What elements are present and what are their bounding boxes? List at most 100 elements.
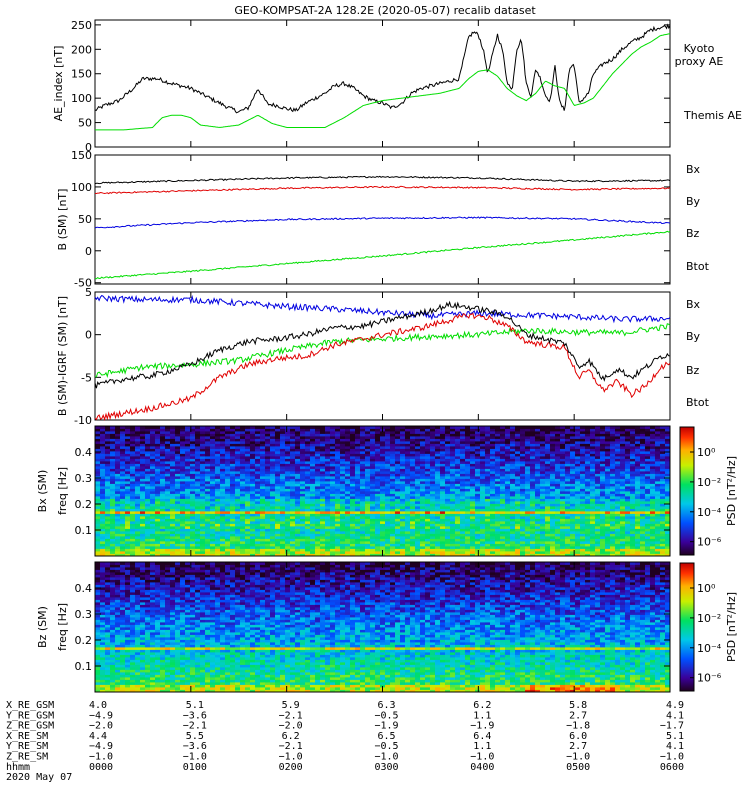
spectrogram-cell — [440, 526, 446, 529]
spectrogram-cell — [150, 468, 156, 472]
spectrogram-cell — [435, 518, 441, 522]
spectrogram-cell — [105, 438, 111, 442]
spectrogram-cell — [530, 461, 536, 464]
spectrogram-cell — [120, 433, 126, 437]
spectrogram-cell — [520, 493, 526, 497]
spectrogram-cell — [335, 523, 341, 527]
spectrogram-cell — [115, 468, 121, 472]
spectrogram-cell — [535, 486, 541, 489]
spectrogram-cell — [255, 508, 261, 512]
spectrogram-cell — [555, 513, 561, 517]
spectrogram-cell — [420, 493, 426, 497]
spectrogram-cell — [555, 453, 561, 457]
spectrogram-cell — [120, 453, 126, 457]
spectrogram-cell — [405, 478, 411, 482]
spectrogram-cell — [400, 498, 406, 502]
spectrogram-cell — [235, 498, 241, 502]
spectrogram-cell — [380, 493, 386, 497]
spectrogram-cell — [330, 523, 336, 527]
spectrogram-cell — [365, 478, 371, 482]
spectrogram-cell — [535, 516, 541, 519]
spectrogram-cell — [495, 463, 501, 467]
spectrogram-cell — [360, 453, 366, 457]
spectrogram-cell — [185, 516, 191, 519]
spectrogram-cell — [460, 476, 466, 479]
spectrogram-cell — [180, 431, 186, 434]
spectrogram-cell — [270, 496, 276, 499]
spectrogram-cell — [225, 516, 231, 519]
spectrogram-cell — [320, 503, 326, 507]
spectrogram-cell — [420, 443, 426, 447]
spectrogram-cell — [465, 521, 471, 524]
spectrogram-cell — [320, 498, 326, 502]
spectrogram-cell — [450, 461, 456, 464]
spectrogram-cell — [175, 443, 181, 447]
spectrogram-cell — [245, 448, 251, 452]
spectrogram-cell — [510, 506, 516, 509]
spectrogram-cell — [480, 463, 486, 467]
spectrogram-cell — [425, 493, 431, 497]
spectrogram-cell — [535, 528, 541, 532]
spectrogram-cell — [95, 473, 101, 477]
spectrogram-cell — [425, 451, 431, 454]
spectrogram-cell — [195, 426, 201, 429]
spectrogram-cell — [230, 463, 236, 467]
spectrogram-cell — [350, 491, 356, 494]
spectrogram-cell — [365, 491, 371, 494]
spectrogram-cell — [545, 528, 551, 532]
spectrogram-cell — [115, 536, 121, 539]
spectrogram-cell — [280, 548, 286, 552]
spectrogram-cell — [255, 501, 261, 504]
spectrogram-cell — [495, 521, 501, 524]
spectrogram-cell — [285, 481, 291, 484]
spectrogram-cell — [475, 461, 481, 464]
spectrogram-cell — [525, 436, 531, 439]
spectrogram-cell — [285, 516, 291, 519]
spectrogram-cell — [415, 436, 421, 439]
spectrogram-cell — [140, 456, 146, 459]
spectrogram-cell — [420, 496, 426, 499]
spectrogram-cell — [300, 428, 306, 432]
spectrogram-cell — [200, 521, 206, 524]
spectrogram-cell — [530, 518, 536, 522]
spectrogram-cell — [350, 508, 356, 512]
spectrogram-cell — [475, 498, 481, 502]
spectrogram-cell — [555, 433, 561, 437]
spectrogram-cell — [370, 438, 376, 442]
spectrogram-cell — [205, 481, 211, 484]
spectrogram-cell — [375, 511, 381, 514]
spectrogram-cell — [100, 438, 106, 442]
spectrogram-cell — [370, 496, 376, 499]
spectrogram-cell — [120, 508, 126, 512]
spectrogram-cell — [495, 513, 501, 517]
spectrogram-cell — [390, 508, 396, 512]
spectrogram-cell — [125, 551, 131, 554]
spectrogram-cell — [505, 491, 511, 494]
spectrogram-cell — [400, 458, 406, 462]
spectrogram-cell — [330, 538, 336, 542]
spectrogram-cell — [475, 433, 481, 437]
spectrogram-cell — [455, 453, 461, 457]
spectrogram-cell — [355, 553, 361, 557]
spectrogram-cell — [545, 521, 551, 524]
spectrogram-cell — [385, 528, 391, 532]
spectrogram-cell — [155, 468, 161, 472]
spectrogram-cell — [530, 506, 536, 509]
spectrogram-cell — [240, 498, 246, 502]
spectrogram-cell — [525, 446, 531, 449]
spectrogram-cell — [360, 541, 366, 544]
spectrogram-cell — [210, 483, 216, 487]
spectrogram-cell — [230, 496, 236, 499]
spectrogram-cell — [480, 466, 486, 469]
spectrogram-cell — [120, 488, 126, 492]
spectrogram-cell — [355, 551, 361, 554]
spectrogram-cell — [160, 506, 166, 509]
spectrogram-cell — [185, 426, 191, 429]
spectrogram-cell — [380, 431, 386, 434]
spectrogram-cell — [510, 446, 516, 449]
spectrogram-cell — [395, 488, 401, 492]
spectrogram-cell — [340, 451, 346, 454]
spectrogram-cell — [545, 538, 551, 542]
spectrogram-cell — [105, 546, 111, 549]
spectrogram-cell — [245, 441, 251, 444]
